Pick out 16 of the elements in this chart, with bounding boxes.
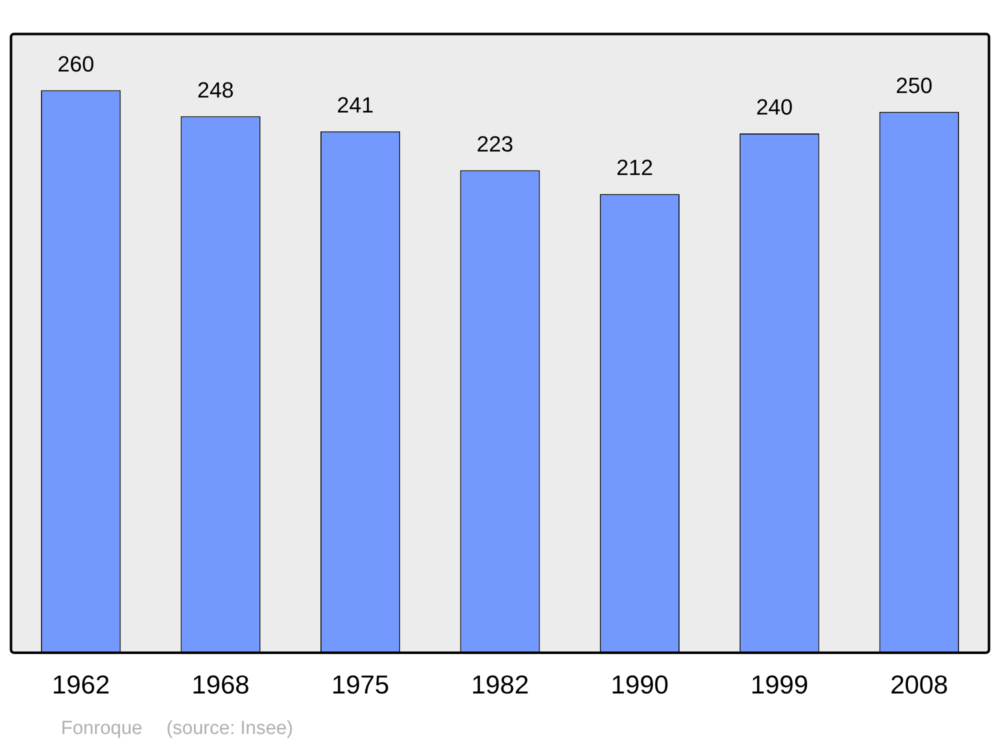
data-label: 240 — [756, 94, 793, 120]
x-tick-label: 1975 — [331, 670, 390, 700]
text: (source: Insee) — [166, 718, 294, 739]
x-tick-label: 2008 — [890, 670, 948, 700]
x-tick-label: 1990 — [610, 670, 669, 700]
data-label: 241 — [336, 92, 374, 118]
x-tick-label: 1999 — [750, 670, 808, 700]
x-tick-label: 1982 — [471, 670, 529, 700]
data-label: 260 — [58, 51, 94, 76]
text: Fonroque — [61, 718, 142, 739]
data-label: 248 — [197, 77, 234, 102]
data-label: 212 — [616, 155, 654, 180]
x-tick-label: 1968 — [192, 670, 250, 700]
x-tick-label: 1962 — [52, 670, 110, 700]
data-label: 223 — [476, 131, 514, 156]
data-label: 250 — [896, 72, 932, 98]
